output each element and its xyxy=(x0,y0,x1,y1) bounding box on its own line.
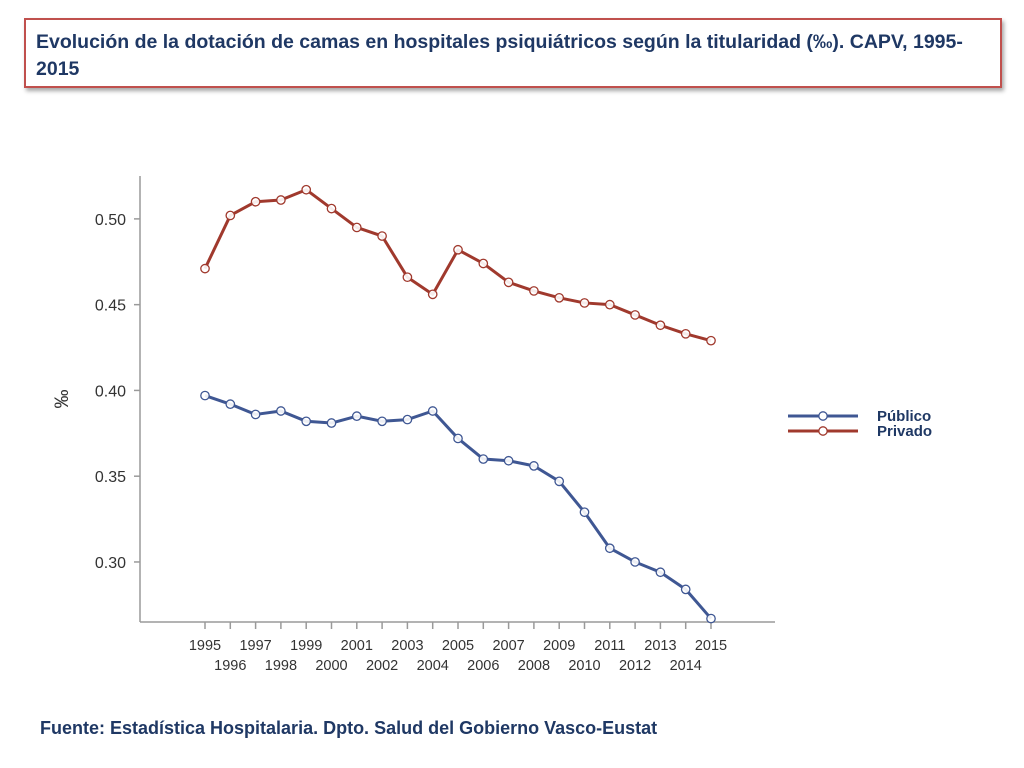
data-point xyxy=(554,476,565,487)
data-point xyxy=(276,406,286,416)
data-point xyxy=(326,203,337,214)
data-point xyxy=(680,584,691,595)
legend-marker xyxy=(818,426,828,436)
y-tick-label: 0.45 xyxy=(95,298,126,315)
data-point xyxy=(579,298,590,308)
y-tick-label: 0.40 xyxy=(95,383,126,400)
data-point xyxy=(402,272,413,283)
data-point xyxy=(529,286,539,296)
data-point xyxy=(503,277,514,288)
series-line-publico xyxy=(204,394,713,620)
y-tick-label: 0.30 xyxy=(95,555,126,572)
x-axis-ticks: 1995 1996 1997 1998 1999 2000 2001 2002 2003 2004… xyxy=(189,622,727,674)
x-tick-label: 1999 xyxy=(290,638,322,654)
data-point xyxy=(554,292,565,303)
data-point xyxy=(706,335,716,346)
x-tick-label: 1996 xyxy=(214,658,246,674)
chart-axes xyxy=(139,176,775,623)
data-point xyxy=(706,613,716,624)
y-tick-label: 0.35 xyxy=(95,469,126,486)
x-tick-label: 2000 xyxy=(315,658,347,674)
source-note: Fuente: Estadística Hospitalaria. Dpto. … xyxy=(40,718,658,738)
data-point xyxy=(503,455,514,466)
x-tick-label: 2002 xyxy=(366,658,398,674)
data-point xyxy=(276,195,286,205)
x-tick-label: 2009 xyxy=(543,638,575,654)
data-point xyxy=(301,184,312,195)
x-tick-label: 2015 xyxy=(695,638,727,654)
chart-series xyxy=(200,184,716,624)
legend-item-publico[interactable]: Público xyxy=(788,408,931,425)
data-point xyxy=(225,210,236,221)
legend-marker xyxy=(818,411,828,421)
x-tick-label: 2014 xyxy=(670,658,702,674)
data-point xyxy=(478,454,489,464)
x-tick-label: 2011 xyxy=(594,638,625,654)
page-title: Evolución de la dotación de camas en hos… xyxy=(36,31,963,80)
data-point xyxy=(630,557,640,567)
data-point xyxy=(351,411,362,422)
x-tick-label: 2012 xyxy=(619,658,651,674)
data-point xyxy=(326,418,337,428)
data-point xyxy=(655,320,666,331)
data-point xyxy=(301,416,312,427)
x-tick-label: 2007 xyxy=(492,638,524,654)
data-point xyxy=(377,416,387,427)
x-tick-label: 2010 xyxy=(568,658,600,674)
y-axis-ticks: 0.30 0.35 0.40 0.45 0.50 xyxy=(95,212,140,572)
data-point xyxy=(225,399,236,409)
data-point xyxy=(604,299,615,310)
data-point xyxy=(351,222,362,233)
data-point xyxy=(200,390,210,401)
x-tick-label: 1998 xyxy=(265,658,297,674)
x-tick-label: 2003 xyxy=(391,638,423,654)
title-box: Evolución de la dotación de camas en hos… xyxy=(24,18,1002,88)
legend-item-privado[interactable]: Privado xyxy=(788,423,932,440)
data-point xyxy=(427,406,438,416)
x-tick-label: 2006 xyxy=(467,658,499,674)
data-point xyxy=(604,543,615,554)
y-tick-label: 0.50 xyxy=(95,212,126,229)
legend-label: Privado xyxy=(877,423,932,440)
x-tick-label: 2008 xyxy=(518,658,550,674)
x-tick-label: 1997 xyxy=(239,638,271,654)
y-axis-label: ‰ xyxy=(52,390,73,409)
data-point xyxy=(478,258,489,269)
data-point xyxy=(630,310,640,320)
data-point xyxy=(250,409,261,420)
data-point xyxy=(453,433,463,444)
data-point xyxy=(402,414,413,425)
data-point xyxy=(655,567,666,578)
data-point xyxy=(453,244,463,255)
data-point xyxy=(250,196,261,207)
legend-label: Público xyxy=(877,408,931,425)
x-tick-label: 1995 xyxy=(189,638,221,654)
x-tick-label: 2005 xyxy=(442,638,474,654)
x-tick-label: 2013 xyxy=(644,638,676,654)
series-privado xyxy=(200,184,716,346)
data-point xyxy=(579,507,590,518)
data-point xyxy=(680,328,691,339)
data-point xyxy=(200,263,210,274)
x-tick-label: 2004 xyxy=(417,658,449,674)
data-point xyxy=(427,289,438,300)
series-publico xyxy=(200,390,716,624)
data-point xyxy=(529,461,539,471)
x-tick-label: 2001 xyxy=(341,638,373,654)
data-point xyxy=(377,231,387,241)
